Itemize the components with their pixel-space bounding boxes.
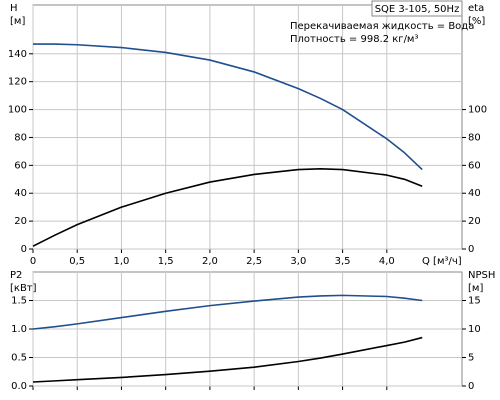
title-box — [371, 0, 463, 17]
y-tick-label: 0.5 — [11, 353, 27, 364]
y2-tick-label: 5 — [468, 353, 474, 364]
y-tick-label: 0 — [21, 244, 27, 255]
y2-tick-label: 10 — [468, 324, 481, 335]
y2-tick-label: 0 — [468, 381, 474, 392]
y2-tick-label: 80 — [468, 132, 481, 143]
y-tick-label: 40 — [14, 188, 27, 199]
y-tick-label: 0.0 — [11, 381, 27, 392]
curve — [32, 294, 423, 330]
x-tick-label: 1,5 — [158, 256, 174, 267]
y2-tick-label: 15 — [468, 296, 481, 307]
x-tick-label: 2,0 — [202, 256, 218, 267]
y-tick-label: 140 — [8, 49, 27, 60]
y2-tick-label: 60 — [468, 160, 481, 171]
x-tick-label: 1,0 — [114, 256, 130, 267]
x-tick-label: 0,5 — [69, 256, 85, 267]
y2-tick-label: 100 — [468, 105, 487, 116]
chart-title: SQE 3-105, 50Hz — [375, 4, 460, 15]
y-tick-label: 60 — [14, 160, 27, 171]
curve — [32, 168, 423, 247]
y-tick-label: 1.5 — [11, 296, 27, 307]
x-tick-label: 4,0 — [379, 256, 395, 267]
y-axis-label: [кВт] — [10, 283, 37, 294]
curve — [33, 43, 423, 171]
y2-tick-label: 20 — [468, 216, 481, 227]
y2-axis-label: [м] — [468, 283, 483, 294]
y-tick-label: 100 — [8, 105, 27, 116]
y2-axis-label: eta — [468, 3, 484, 14]
y-tick-label: 1.0 — [11, 324, 27, 335]
y2-tick-label: 0 — [468, 244, 474, 255]
x-tick-label: 3,0 — [290, 256, 306, 267]
y2-axis-label: NPSH — [468, 270, 495, 281]
x-tick-label: 3,5 — [335, 256, 351, 267]
y-tick-label: 20 — [14, 216, 27, 227]
curve — [32, 336, 423, 383]
y-axis-label: [м] — [10, 16, 25, 27]
annotation: Перекачиваемая жидкость = Вода — [290, 21, 474, 32]
y2-tick-label: 40 — [468, 188, 481, 199]
annotation: Плотность = 998.2 кг/м³ — [290, 34, 419, 45]
y-axis-label: H — [10, 3, 18, 14]
y2-axis-label: [%] — [468, 16, 485, 27]
x-tick-label: 0 — [30, 256, 36, 267]
y-tick-label: 120 — [8, 77, 27, 88]
y-axis-label: P2 — [10, 270, 22, 281]
x-tick-label: 2,5 — [246, 256, 262, 267]
y-tick-label: 80 — [14, 132, 27, 143]
x-axis-label: Q [м³/ч] — [422, 256, 462, 267]
